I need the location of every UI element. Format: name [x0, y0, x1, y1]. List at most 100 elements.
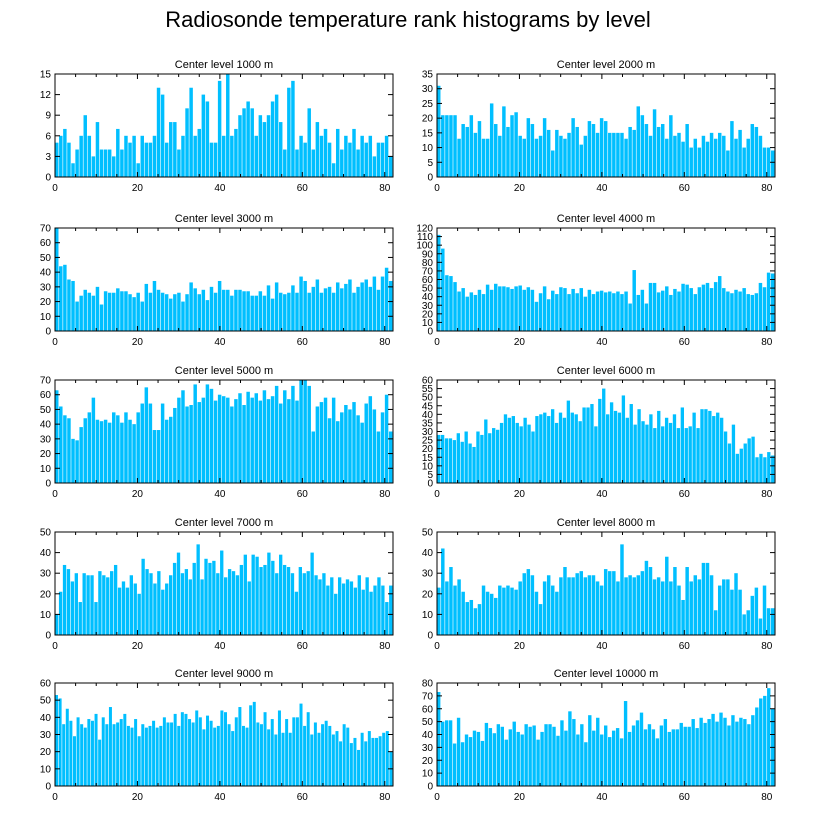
bar [640, 571, 645, 635]
bar [731, 715, 735, 786]
bar [303, 725, 307, 786]
bar [349, 743, 353, 786]
bar [164, 294, 169, 331]
panel-title: Center level 4000 m [557, 213, 655, 225]
bar [102, 575, 106, 635]
y-tick-label: 0 [45, 173, 51, 184]
bar [472, 446, 476, 483]
y-tick-label: 25 [422, 99, 434, 110]
bar [226, 74, 230, 177]
bar [653, 428, 657, 483]
bar [342, 724, 346, 786]
bar [697, 147, 702, 177]
bar [437, 85, 441, 177]
bar [567, 294, 571, 331]
bar [572, 719, 576, 786]
bar [258, 400, 263, 483]
bar [98, 571, 102, 635]
bar [449, 567, 453, 635]
bar [544, 724, 548, 786]
bar [58, 591, 63, 635]
bar [173, 407, 177, 483]
bar [94, 602, 98, 635]
y-tick-label: 80 [422, 258, 434, 269]
bar [437, 587, 441, 635]
bar [137, 736, 141, 786]
bar [536, 739, 540, 786]
bar [80, 724, 84, 786]
bar [717, 276, 722, 331]
bar [570, 412, 574, 483]
bar [160, 292, 165, 331]
bar [252, 701, 256, 786]
bar [388, 280, 393, 331]
bar [197, 128, 201, 177]
bar [709, 288, 714, 331]
plot-frame [436, 73, 776, 178]
bar [356, 149, 360, 177]
bar [164, 419, 169, 483]
y-tick-label: 30 [40, 282, 52, 293]
bar [353, 587, 358, 635]
bar [595, 291, 600, 331]
bar [352, 128, 356, 177]
bar [91, 295, 96, 331]
bar [640, 115, 645, 177]
x-tick-label: 80 [761, 792, 773, 803]
bar [484, 722, 489, 786]
bar [488, 728, 493, 786]
bar [323, 128, 328, 177]
bar [95, 122, 100, 177]
bar [717, 585, 722, 635]
panel-title: Center level 6000 m [557, 365, 655, 377]
bar [452, 743, 457, 786]
bar [457, 291, 461, 331]
bar [83, 115, 87, 177]
bar [82, 573, 86, 635]
bar [195, 710, 199, 786]
y-tick-label: 0 [427, 631, 433, 642]
bar [55, 695, 58, 786]
bar [657, 410, 661, 483]
y-tick-label: 20 [422, 309, 434, 320]
bar [335, 731, 339, 786]
bar [681, 141, 685, 177]
y-tick-label: 10 [422, 318, 434, 329]
bar [579, 144, 583, 177]
bar [323, 397, 328, 483]
bar [699, 717, 703, 786]
bar [502, 106, 506, 177]
bar [542, 286, 547, 331]
bar [177, 725, 181, 786]
bar [381, 585, 385, 635]
bar [384, 267, 389, 331]
y-tick-label: 10 [422, 461, 434, 472]
bar [604, 725, 608, 786]
bar [771, 455, 775, 483]
bar [514, 286, 518, 331]
bar [600, 734, 604, 786]
bar [263, 712, 267, 786]
bar [558, 412, 563, 483]
bar [200, 579, 204, 635]
bar [153, 583, 157, 635]
bar [703, 722, 707, 786]
bar [161, 589, 165, 635]
bar [515, 422, 519, 483]
bar [180, 712, 184, 786]
bar [250, 295, 254, 331]
bar [230, 135, 234, 177]
bar [583, 296, 588, 331]
bar [140, 135, 144, 177]
bar [665, 286, 669, 331]
y-tick-label: 50 [422, 717, 434, 728]
bar [559, 287, 563, 331]
bar [364, 741, 368, 786]
bar [298, 567, 302, 635]
bar [357, 749, 361, 786]
bar [469, 599, 474, 635]
bar [701, 135, 706, 177]
panel-title: Center level 10000 m [554, 668, 659, 680]
bar [230, 295, 234, 331]
y-tick-label: 110 [417, 232, 433, 243]
